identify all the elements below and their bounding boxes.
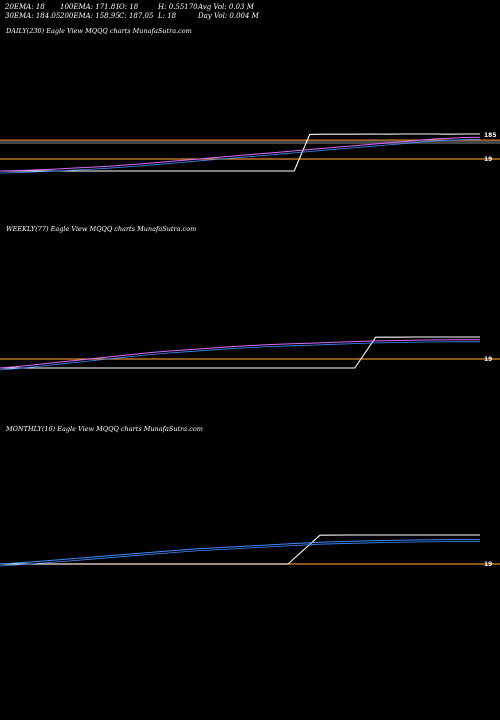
daily-chart-title: DAILY(230) Eagle View MQQQ charts Munafa… (6, 27, 192, 35)
close-stat: C: 187.05 (119, 12, 154, 20)
avg-vol-stat: Avg Vol: 0.03 M (198, 3, 254, 11)
daily-panel: DAILY(230) Eagle View MQQQ charts Munafa… (0, 24, 500, 220)
price-line (0, 133, 480, 172)
ema100-stat: 100EMA: 171.81 (60, 3, 120, 11)
weekly-chart: 19 (0, 336, 500, 371)
ema-line-secondary (0, 341, 480, 371)
price-line (0, 336, 480, 369)
ema200-stat: 200EMA: 158.95 (60, 12, 120, 20)
ema-line-secondary (0, 541, 480, 567)
resistance-band (0, 140, 500, 144)
day-vol-stat: Day Vol: 0.004 M (198, 12, 259, 20)
price-level-label: 19 (484, 356, 492, 363)
ema-line (0, 339, 480, 369)
price-line (0, 534, 480, 565)
monthly-chart-title: MONTHLY(16) Eagle View MQQQ charts Munaf… (6, 425, 203, 433)
high-stat: H: 0.55170 (158, 3, 198, 11)
weekly-chart-title: WEEKLY(77) Eagle View MQQQ charts Munafa… (6, 225, 197, 233)
daily-chart: 19 185 (0, 132, 500, 174)
price-level-label: 19 (484, 561, 492, 568)
monthly-chart: 19 (0, 534, 500, 568)
weekly-panel: WEEKLY(77) Eagle View MQQQ charts Munafa… (0, 222, 500, 418)
ema-line (0, 136, 481, 172)
stats-header: 20EMA: 18 30EMA: 184.05 100EMA: 171.81 2… (0, 0, 500, 22)
open-stat: O: 18 (119, 3, 139, 11)
ema-line-secondary (0, 138, 481, 174)
ema20-stat: 20EMA: 18 (5, 3, 45, 11)
top-price-label: 185 (484, 132, 497, 139)
price-level-label: 19 (484, 156, 492, 163)
ema-line (0, 539, 480, 565)
monthly-panel: MONTHLY(16) Eagle View MQQQ charts Munaf… (0, 422, 500, 618)
low-stat: L: 18 (158, 12, 177, 20)
ema30-stat: 30EMA: 184.05 (5, 12, 61, 20)
